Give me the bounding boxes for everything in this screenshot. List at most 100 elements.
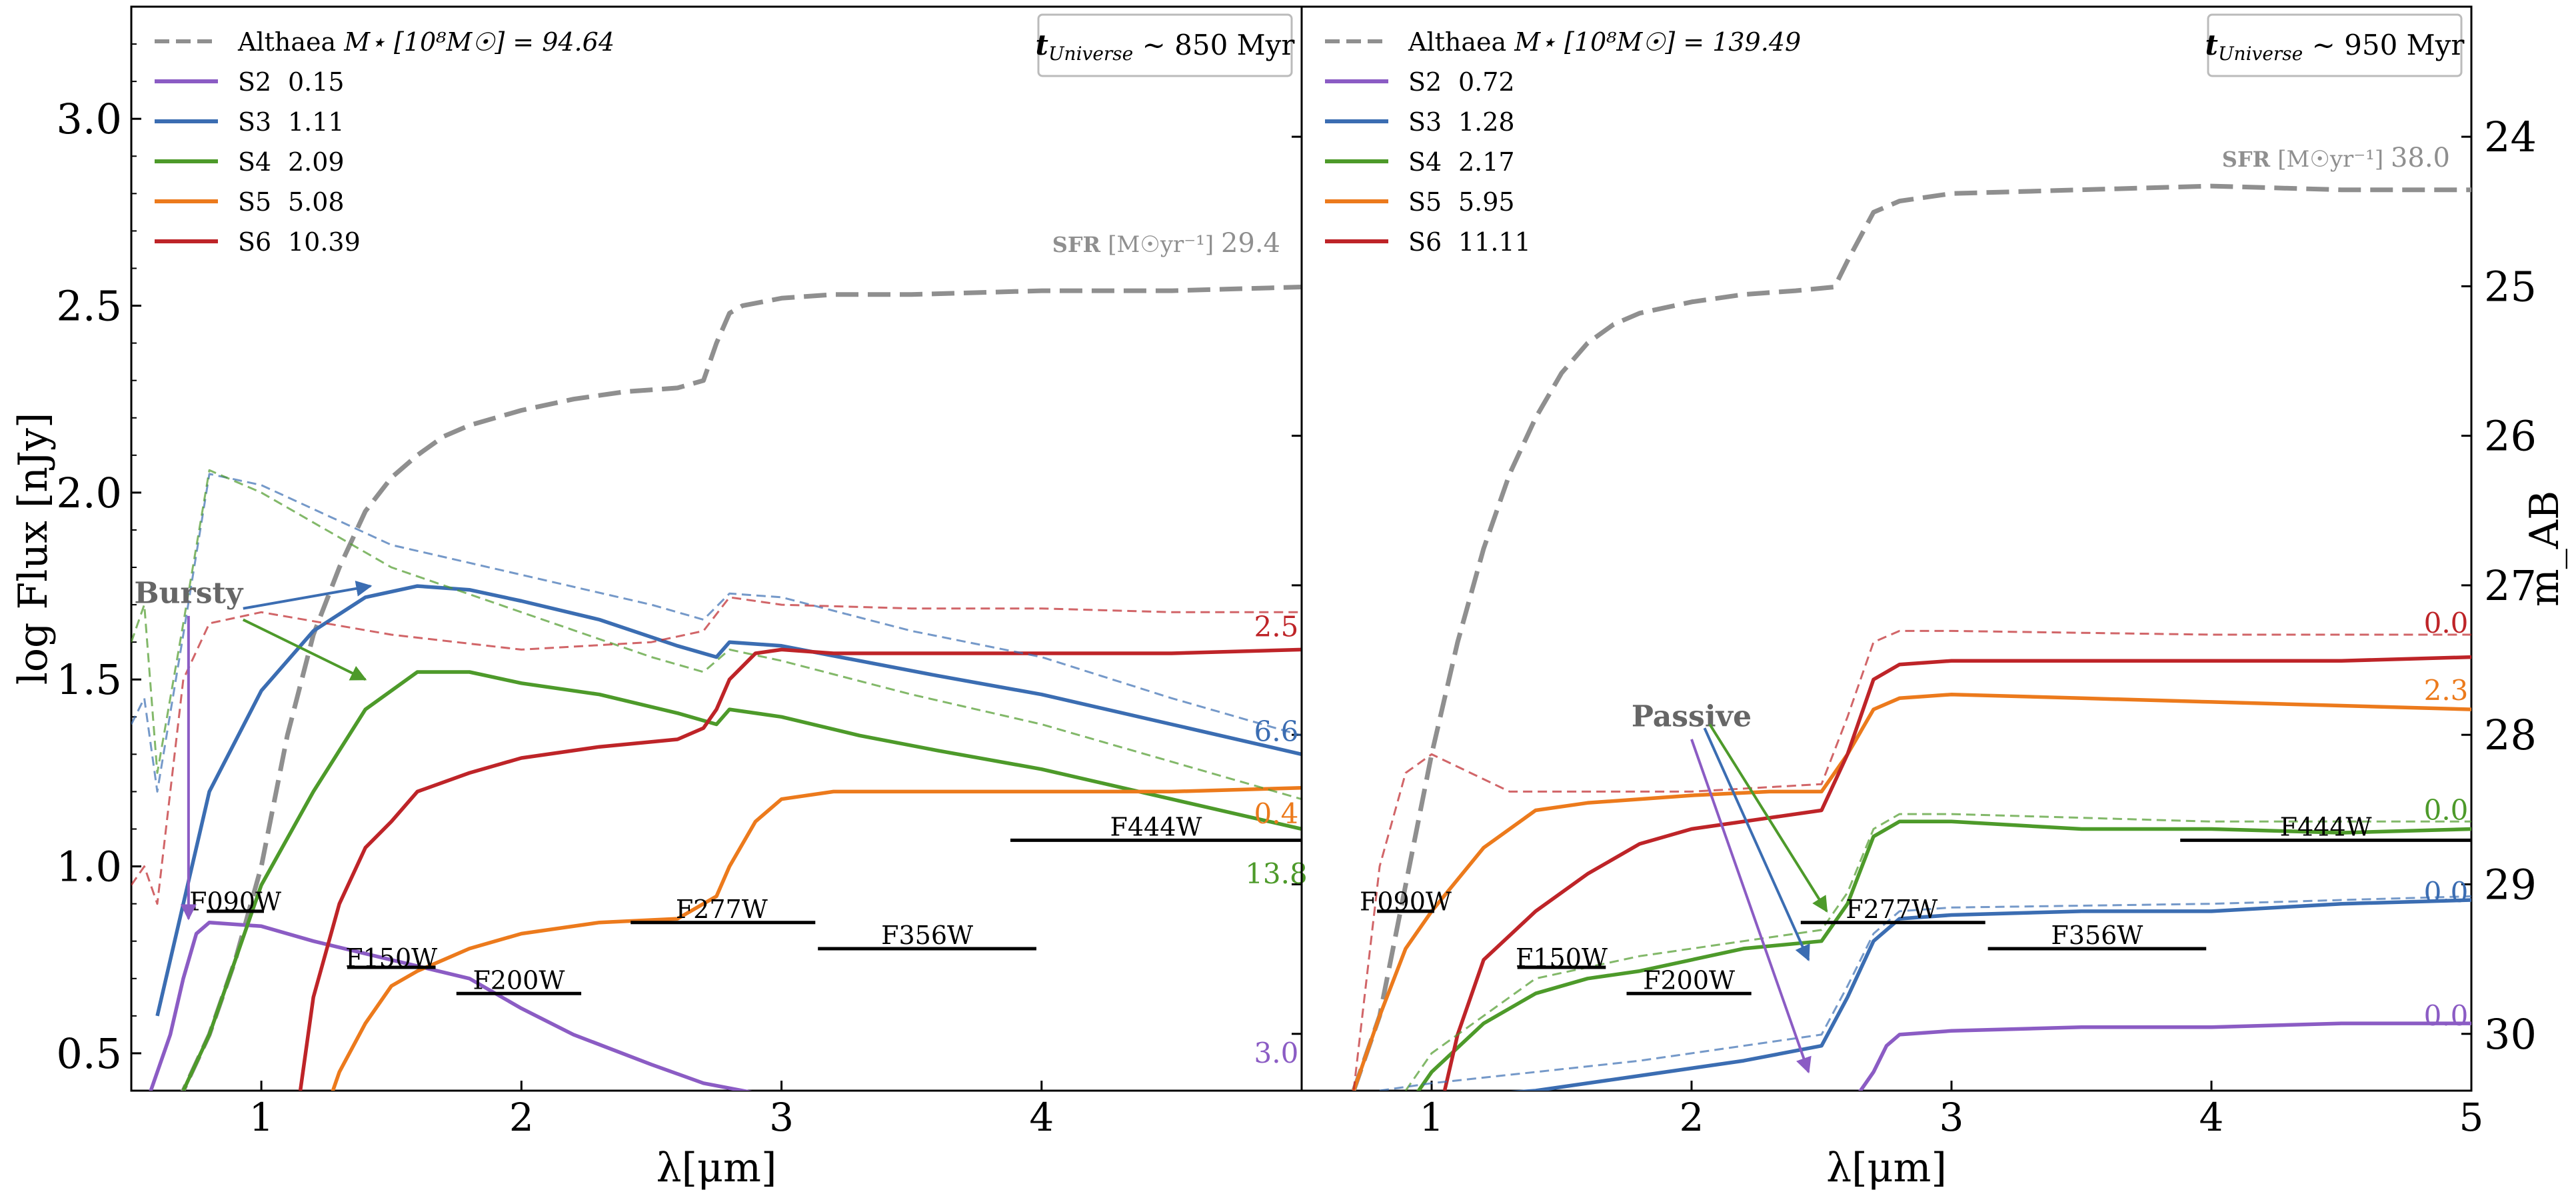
sfr-value-s3: 0.0	[2424, 876, 2469, 909]
right-y-tick-label: 29	[2484, 860, 2537, 909]
series-line-althaea	[180, 285, 1302, 1091]
x-tick-label: 2	[1680, 1095, 1704, 1140]
legend-name-s3: S3	[1408, 107, 1442, 137]
x-tick-label: 2	[509, 1095, 534, 1140]
legend-name-s3: S3	[238, 107, 271, 137]
annotation-arrow-s3	[1703, 727, 1810, 961]
left-y-axis-label: log Flux [nJy]	[10, 413, 57, 685]
legend-value-s5: 5.08	[288, 187, 345, 217]
left-y-axis: 0.5 1.0 1.5 2.0 2.5 3.0 log Flux [nJy]	[10, 43, 141, 1078]
series-line-s3-intrinsic	[1379, 895, 2471, 1091]
filter-label-f277w: F277W	[1846, 895, 1937, 924]
left-y-tick-label: 2.5	[56, 282, 122, 331]
series-line-s4-intrinsic	[1404, 813, 2471, 1091]
legend-value-s2: 0.72	[1458, 67, 1515, 97]
plot-area: F090W F150W F200W F277W F356W F444W	[1351, 183, 2471, 1091]
annotation-arrow-s4	[1708, 723, 1828, 913]
time-label: tUniverse ~ 850 Myr	[1036, 29, 1296, 65]
legend-value-s4: 2.17	[1458, 147, 1515, 177]
series-line-althaea	[1351, 183, 2471, 1091]
filter-label-f150w: F150W	[1516, 943, 1608, 973]
sfr-value-s3: 6.6	[1254, 715, 1299, 748]
time-label-box	[2207, 13, 2463, 77]
sfr-total-label: SFR [M☉yr⁻¹] 29.4	[1052, 228, 1280, 259]
filter-label-f150w: F150W	[345, 943, 437, 973]
series-line-s4	[181, 670, 1302, 1091]
legend-value-s4: 2.09	[288, 147, 345, 177]
filter-label-f277w: F277W	[676, 895, 768, 924]
sfr-value-s5: 0.4	[1254, 797, 1299, 830]
legend-label-althaea: Althaea M⋆ [10⁸M☉] = 139.49	[1408, 27, 1801, 57]
x-axis-label: λ[μm]	[656, 1145, 777, 1191]
right-y-tick-label: 28	[2484, 711, 2537, 759]
filter-label-f444w: F444W	[2280, 813, 2372, 842]
sfr-value-s4: 0.0	[2424, 793, 2469, 826]
series-line-s6	[1442, 655, 2471, 1091]
x-tick-label: 5	[2459, 1095, 2484, 1140]
series-line-s2	[1858, 1021, 2471, 1091]
legend-name-s4: S4	[238, 147, 271, 177]
sfr-value-s6: 0.0	[2424, 607, 2469, 639]
x-tick-label: 1	[1420, 1095, 1444, 1140]
series-line-s3	[155, 584, 1302, 1017]
left-y-tick-label: 3.0	[56, 95, 122, 143]
filter-label-f356w: F356W	[2051, 921, 2143, 950]
series-line-s3	[1510, 898, 2471, 1091]
legend-label-althaea: Althaea M⋆ [10⁸M☉] = 94.64	[237, 27, 615, 57]
sfr-value-s4: 13.8	[1245, 857, 1308, 890]
legend-name-s2: S2	[1408, 67, 1442, 97]
legend-value-s3: 1.11	[288, 107, 345, 137]
legend: Althaea M⋆ [10⁸M☉] = 139.49 S2 0.72 S3 1.28 S…	[1325, 27, 1801, 257]
legend-name-s2: S2	[238, 67, 271, 97]
series-line-s5	[1352, 692, 2471, 1091]
x-tick-label: 3	[769, 1095, 794, 1140]
sfr-total-label: SFR [M☉yr⁻¹] 38.0	[2222, 143, 2450, 173]
right-y-tick-label: 24	[2484, 113, 2537, 161]
series-line-s6-intrinsic	[131, 596, 1302, 905]
filter-label-f090w: F090W	[189, 887, 281, 917]
legend-name-s5: S5	[1408, 187, 1442, 217]
plot-area: F090W F150W F200W F277W F356W F444W	[131, 285, 1302, 1091]
panel-right: 1 2 3 4 5 λ[μm] F090W F150W F200W F277W F356W F444W…	[1300, 5, 2484, 1191]
series-line-s4	[1416, 819, 2471, 1091]
legend-value-s3: 1.28	[1458, 107, 1515, 137]
legend-value-s6: 10.39	[288, 227, 361, 257]
left-y-tick-label: 1.0	[56, 843, 122, 891]
series-line-s2	[149, 920, 752, 1091]
left-y-tick-label: 1.5	[56, 655, 122, 704]
right-y-tick-label: 26	[2484, 412, 2537, 461]
sfr-value-s5: 2.3	[2424, 674, 2469, 707]
left-y-tick-label: 0.5	[56, 1029, 122, 1078]
right-y-axis-label: m_AB	[2521, 491, 2568, 607]
x-tick-label: 4	[2199, 1095, 2224, 1140]
filter-label-f444w: F444W	[1110, 813, 1202, 842]
filter-label-f200w: F200W	[473, 965, 565, 995]
filter-label-f356w: F356W	[881, 921, 973, 950]
right-y-tick-label: 30	[2484, 1010, 2537, 1059]
series-line-s3-intrinsic	[131, 473, 1302, 793]
x-tick-label: 4	[1029, 1095, 1054, 1140]
panel-left: 1 2 3 4 λ[μm] F090W F150W F200W F277W F356W F444W 2…	[130, 5, 1308, 1191]
sfr-value-s6: 2.5	[1254, 611, 1299, 643]
annotation-arrow-s4	[242, 618, 367, 681]
x-axis-label: λ[μm]	[1826, 1145, 1947, 1191]
x-tick-label: 3	[1939, 1095, 1964, 1140]
right-y-tick-label: 27	[2484, 561, 2537, 610]
filter-label-f200w: F200W	[1643, 965, 1735, 995]
legend-name-s4: S4	[1408, 147, 1442, 177]
right-y-tick-label: 25	[2484, 262, 2537, 311]
annotation-label: Passive	[1632, 699, 1752, 733]
series-line-s6-intrinsic	[1352, 629, 2471, 1091]
series-line-s6	[298, 647, 1302, 1091]
panel-frame	[1300, 5, 2473, 1092]
sfr-value-s2: 3.0	[1254, 1037, 1299, 1069]
legend-name-s5: S5	[238, 187, 271, 217]
series-line-s4-intrinsic	[131, 469, 1302, 801]
x-tick-label: 1	[249, 1095, 274, 1140]
legend-value-s6: 11.11	[1458, 227, 1531, 257]
left-y-tick-label: 2.0	[56, 469, 122, 517]
right-y-axis: 24 25 26 27 28 29 30 m_AB	[1292, 113, 2568, 1059]
legend-value-s5: 5.95	[1458, 187, 1515, 217]
